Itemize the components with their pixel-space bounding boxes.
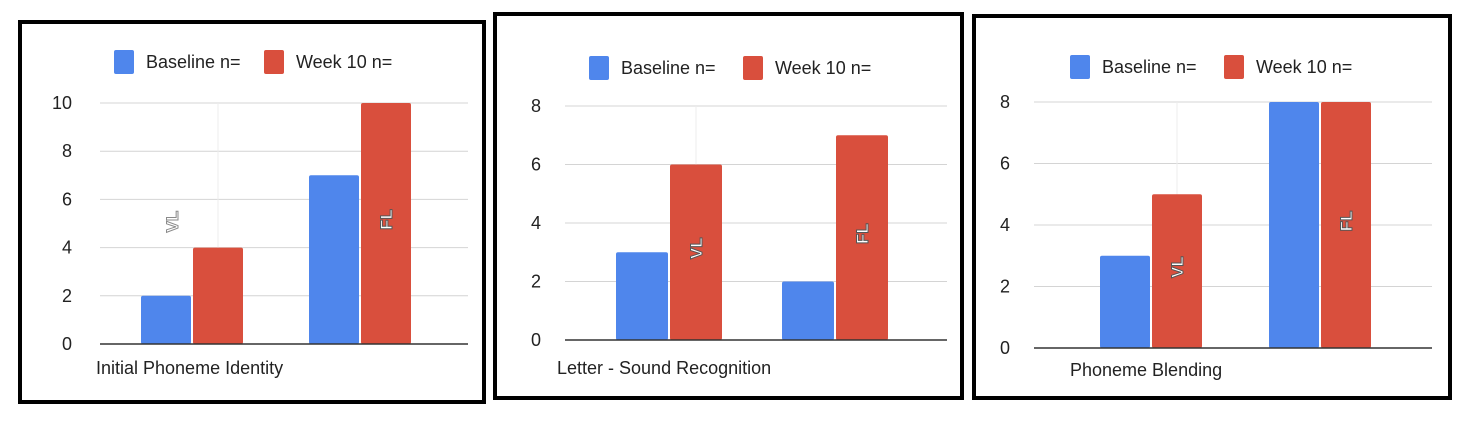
bar-group-label-fl: FL	[377, 209, 396, 230]
category-label: Initial Phoneme Identity	[96, 358, 283, 378]
bar-fl-baseline	[1269, 102, 1319, 348]
legend-label-week10: Week 10 n=	[1256, 57, 1352, 77]
legend-swatch-week10	[1224, 55, 1244, 79]
bar-group-label-fl: FL	[1337, 211, 1356, 232]
chart-svg-3: Baseline n= Week 10 n= 0 2 4 6 8 VL FL Phoneme Bl…	[1000, 55, 1432, 380]
y-tick-label: 6	[62, 189, 72, 209]
y-tick-label: 8	[1000, 92, 1010, 112]
legend-label-baseline: Baseline n=	[146, 52, 241, 72]
bar-fl-baseline	[309, 175, 359, 344]
chart-svg-1: Baseline n= Week 10 n= 0 2 4 6 8 10 VL FL Initial …	[52, 50, 468, 378]
y-tick-label: 4	[1000, 215, 1010, 235]
y-tick-label: 6	[1000, 154, 1010, 174]
y-tick-label: 6	[531, 155, 541, 175]
bar-group-label-fl: FL	[853, 223, 872, 244]
legend-swatch-baseline	[1070, 55, 1090, 79]
y-tick-label: 2	[62, 286, 72, 306]
legend-label-baseline: Baseline n=	[1102, 57, 1197, 77]
legend-swatch-baseline	[589, 56, 609, 80]
bar-fl-week10	[361, 103, 411, 344]
bar-group-label-vl: VL	[1168, 256, 1187, 278]
y-tick-label: 0	[531, 330, 541, 350]
bar-fl-baseline	[782, 281, 834, 340]
y-tick-label: 4	[531, 213, 541, 233]
category-label: Letter - Sound Recognition	[557, 358, 771, 378]
legend-swatch-baseline	[114, 50, 134, 74]
legend-swatch-week10	[264, 50, 284, 74]
y-tick-label: 10	[52, 93, 72, 113]
bar-vl-baseline	[616, 252, 668, 340]
bar-group-label-vl: VL	[687, 237, 706, 259]
bar-fl-week10	[836, 135, 888, 340]
bar-vl-baseline	[1100, 255, 1150, 348]
legend-label-week10: Week 10 n=	[775, 58, 871, 78]
y-tick-label: 8	[531, 96, 541, 116]
bar-vl-week10	[670, 164, 722, 340]
y-tick-label: 2	[1000, 277, 1010, 297]
chart-panel-1: Baseline n= Week 10 n= 0 2 4 6 8 10 VL FL Initial …	[18, 20, 486, 404]
category-label: Phoneme Blending	[1070, 360, 1222, 380]
bar-fl-week10	[1321, 102, 1371, 348]
y-tick-label: 0	[1000, 338, 1010, 358]
legend-label-baseline: Baseline n=	[621, 58, 716, 78]
legend-swatch-week10	[743, 56, 763, 80]
chart-panel-3: Baseline n= Week 10 n= 0 2 4 6 8 VL FL Phoneme Bl…	[972, 14, 1452, 400]
bar-group-label-vl: VL	[163, 211, 182, 233]
bar-vl-baseline	[141, 295, 191, 344]
bar-vl-week10	[1152, 194, 1202, 348]
chart-panel-2: Baseline n= Week 10 n= 0 2 4 6 8 VL FL Letter - S…	[493, 12, 964, 400]
bar-vl-week10	[193, 247, 243, 344]
y-tick-label: 4	[62, 238, 72, 258]
chart-svg-2: Baseline n= Week 10 n= 0 2 4 6 8 VL FL Letter - S…	[531, 56, 947, 378]
legend-label-week10: Week 10 n=	[296, 52, 392, 72]
y-tick-label: 2	[531, 272, 541, 292]
y-tick-label: 0	[62, 334, 72, 354]
y-tick-label: 8	[62, 141, 72, 161]
